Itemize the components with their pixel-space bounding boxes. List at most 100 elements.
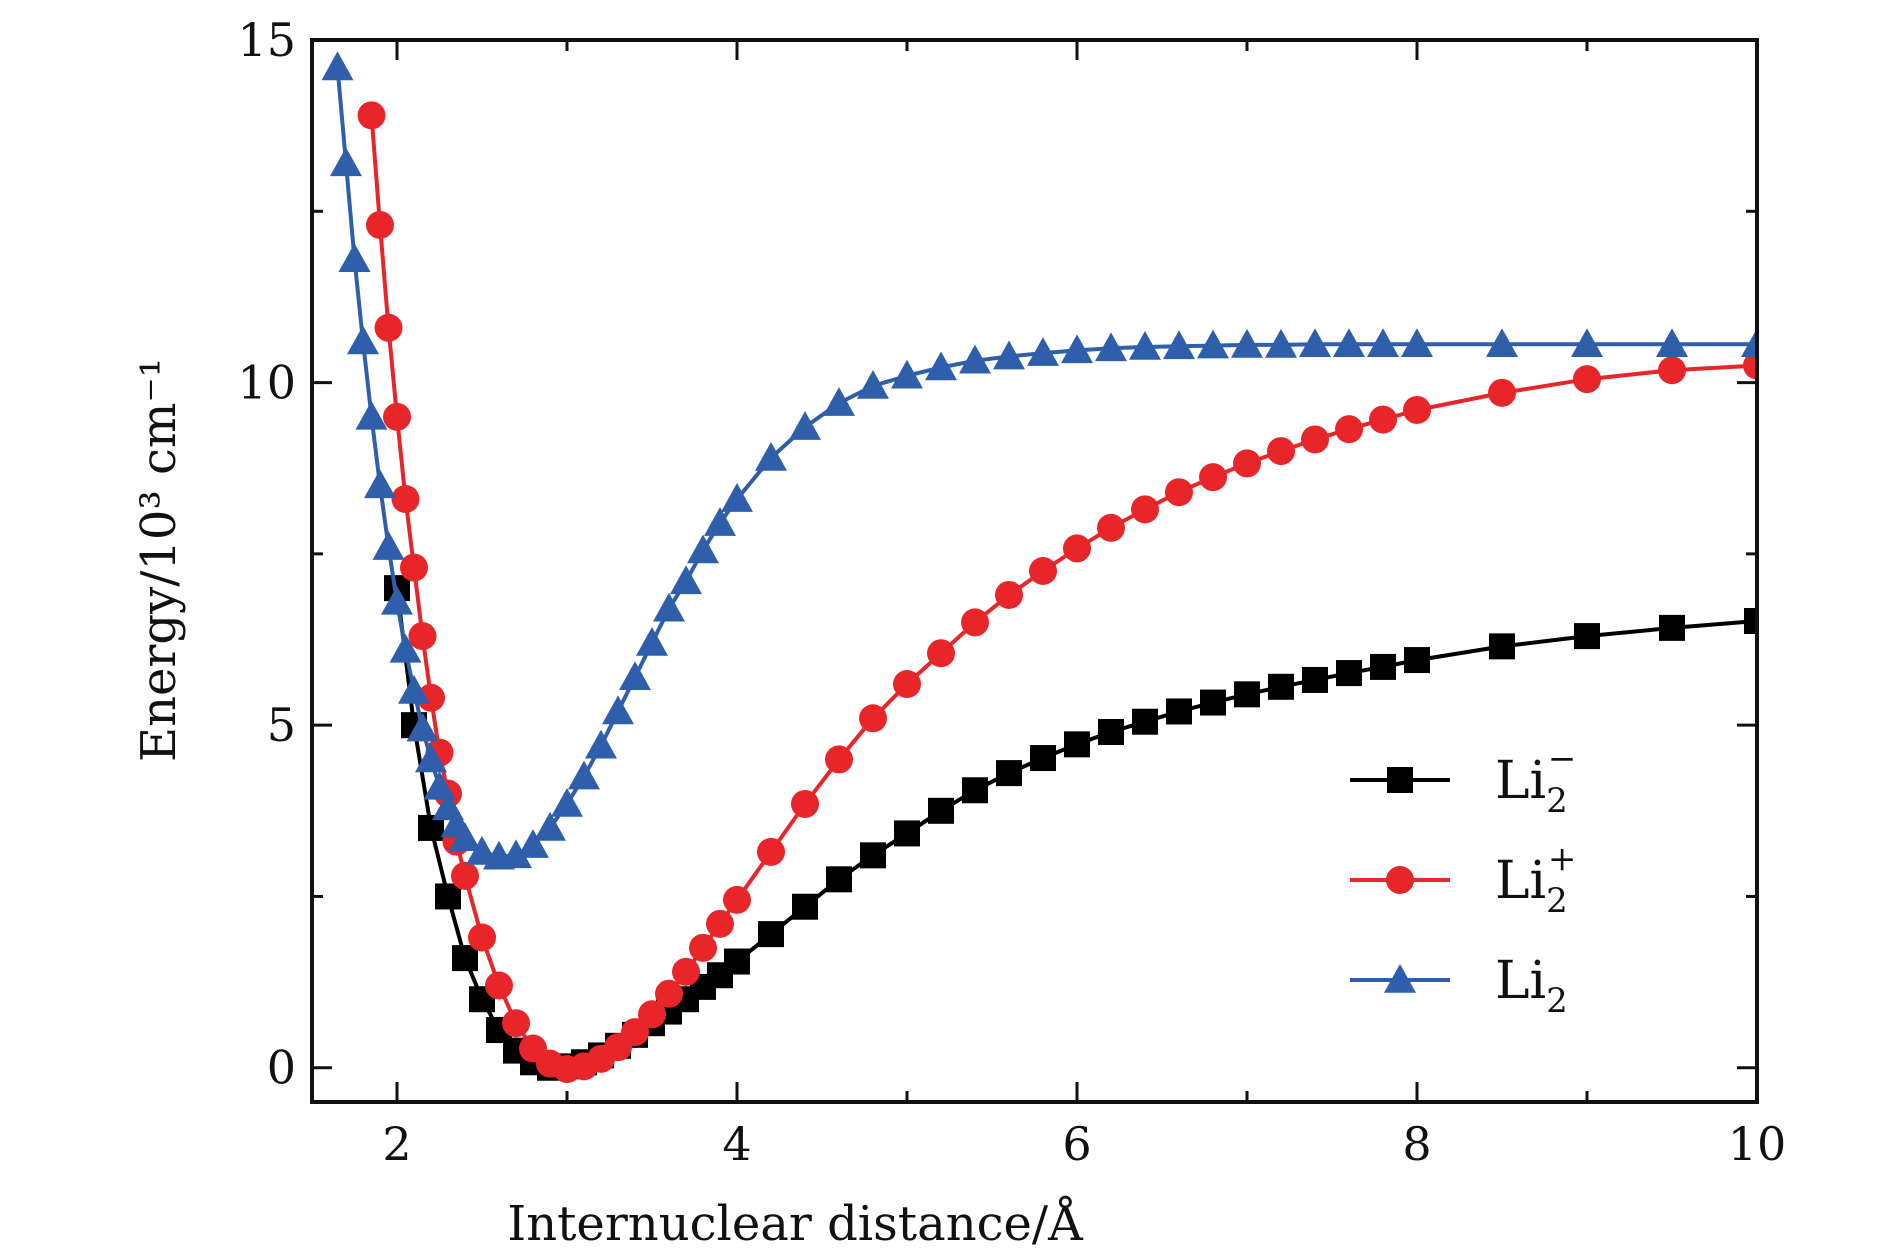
data-point bbox=[792, 893, 818, 920]
data-point bbox=[1265, 328, 1297, 358]
legend: Li2− Li2+ Li2 bbox=[1350, 739, 1576, 1021]
data-point bbox=[1131, 495, 1159, 524]
x-tick-label: 4 bbox=[722, 1117, 751, 1171]
data-point bbox=[1401, 328, 1433, 358]
data-point bbox=[1489, 633, 1515, 660]
series-2 bbox=[321, 51, 1757, 870]
data-point bbox=[1488, 378, 1516, 407]
data-point bbox=[672, 957, 700, 986]
data-point bbox=[1299, 328, 1331, 358]
data-point bbox=[1658, 356, 1686, 385]
data-point bbox=[1741, 328, 1757, 358]
data-point bbox=[451, 861, 479, 890]
series-1 bbox=[357, 101, 1757, 1084]
data-point bbox=[860, 842, 886, 869]
data-point bbox=[1571, 328, 1603, 358]
data-point bbox=[961, 608, 989, 637]
data-point bbox=[995, 580, 1023, 609]
data-point bbox=[758, 921, 784, 948]
data-point bbox=[1165, 478, 1193, 507]
data-point bbox=[568, 760, 600, 790]
data-point bbox=[355, 400, 388, 430]
data-point bbox=[1573, 365, 1601, 394]
data-point bbox=[417, 683, 445, 712]
legend-entry-0: Li2− bbox=[1350, 739, 1576, 821]
plot-frame bbox=[310, 38, 1759, 1104]
data-point bbox=[655, 979, 683, 1008]
data-point bbox=[823, 387, 855, 416]
data-point bbox=[1063, 534, 1091, 563]
data-point bbox=[893, 670, 921, 699]
x-tick-label: 10 bbox=[1728, 1117, 1787, 1171]
data-point bbox=[1233, 449, 1261, 478]
data-point bbox=[1163, 330, 1195, 360]
data-point bbox=[619, 661, 651, 690]
x-axis-title: Internuclear distance/Å bbox=[507, 1195, 1084, 1252]
data-point bbox=[389, 633, 422, 663]
data-point bbox=[721, 483, 753, 512]
data-point bbox=[1129, 330, 1161, 360]
data-point bbox=[689, 933, 717, 962]
data-point bbox=[1027, 337, 1059, 366]
data-point bbox=[653, 592, 685, 622]
data-point bbox=[1097, 513, 1125, 542]
data-point bbox=[449, 822, 481, 852]
data-point bbox=[1486, 328, 1518, 358]
data-point bbox=[468, 923, 496, 952]
data-point bbox=[398, 674, 430, 704]
y-tick-label: 5 bbox=[267, 698, 296, 752]
data-point bbox=[1030, 745, 1056, 772]
data-point bbox=[1301, 425, 1329, 454]
data-point bbox=[415, 743, 447, 773]
data-point bbox=[789, 411, 821, 440]
data-point bbox=[1302, 666, 1328, 693]
data-point bbox=[1574, 623, 1600, 650]
data-point bbox=[1404, 647, 1430, 674]
data-point bbox=[1367, 328, 1399, 358]
data-point bbox=[364, 469, 396, 499]
data-point bbox=[723, 885, 751, 914]
data-point bbox=[1743, 351, 1757, 380]
data-point bbox=[1132, 708, 1158, 735]
data-point bbox=[993, 340, 1025, 370]
data-point bbox=[1197, 329, 1229, 359]
data-point bbox=[962, 777, 988, 804]
data-point bbox=[406, 712, 439, 742]
data-point bbox=[927, 639, 955, 668]
data-point bbox=[1199, 463, 1227, 492]
data-point bbox=[928, 797, 954, 824]
data-point bbox=[1061, 334, 1093, 364]
series-line-1 bbox=[369, 115, 1757, 1072]
data-point bbox=[1098, 719, 1124, 746]
data-point bbox=[706, 909, 734, 938]
data-point bbox=[925, 351, 957, 381]
data-point bbox=[1267, 437, 1295, 466]
data-point bbox=[1333, 328, 1365, 358]
data-point bbox=[1095, 332, 1127, 362]
data-point bbox=[485, 971, 513, 1000]
data-point bbox=[1200, 689, 1226, 716]
data-point bbox=[585, 729, 617, 759]
data-point bbox=[383, 402, 411, 431]
ticks-layer: 2 4 6 8 10 0 5 10 15 bbox=[237, 13, 1786, 1171]
series-line-2 bbox=[335, 67, 1757, 859]
data-point bbox=[357, 101, 386, 130]
legend-marker bbox=[1386, 866, 1414, 894]
data-point bbox=[500, 839, 532, 869]
data-point bbox=[894, 820, 920, 847]
legend-entry-1: Li2+ bbox=[1350, 839, 1576, 921]
data-point bbox=[452, 945, 478, 972]
data-point bbox=[1370, 653, 1396, 680]
data-point bbox=[724, 948, 750, 975]
data-point bbox=[1403, 395, 1431, 424]
data-point bbox=[534, 811, 566, 841]
data-point bbox=[857, 370, 889, 399]
data-point bbox=[670, 565, 702, 595]
legend-marker bbox=[1387, 767, 1413, 793]
data-point bbox=[859, 704, 887, 733]
x-tick-label: 2 bbox=[382, 1117, 411, 1171]
legend-label: Li2− bbox=[1495, 739, 1576, 821]
data-point bbox=[825, 745, 853, 774]
data-point bbox=[347, 325, 379, 355]
data-point bbox=[1064, 731, 1090, 758]
